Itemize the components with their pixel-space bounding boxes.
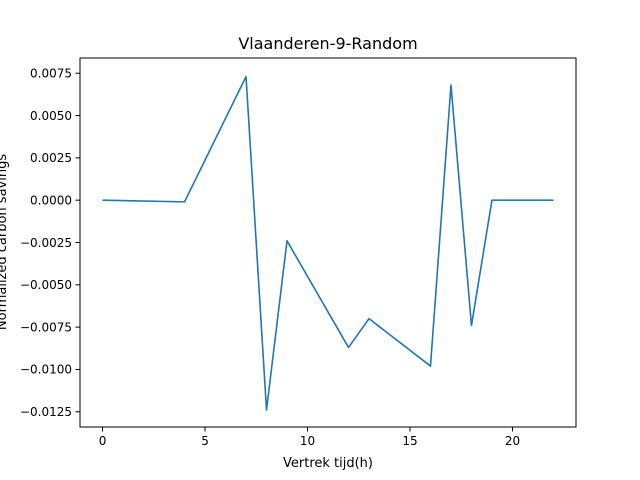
y-tick-label: 0.0075 [30,67,72,81]
y-axis-label: Normalized carbon savings [0,154,10,330]
y-tick-label: 0.0050 [30,109,72,123]
x-tick-label: 10 [300,434,315,448]
x-axis-label: Vertrek tijd(h) [283,456,373,471]
y-tick-label: −0.0050 [20,278,72,292]
x-tick-label: 5 [201,434,209,448]
chart-title: Vlaanderen-9-Random [238,34,417,53]
plot-area: 0 5 10 15 20 0.0075 0.0050 0.0025 0.0000 −0.0025 −… [20,57,577,448]
x-tick-label: 20 [505,434,520,448]
axes-frame [79,57,577,428]
y-tick-label: −0.0075 [20,320,72,334]
x-tick-label: 15 [402,434,417,448]
series-line [102,75,554,411]
y-tick-label: 0.0025 [30,151,72,165]
y-tick-label: −0.0125 [20,405,72,419]
y-tick-label: 0.0000 [30,193,72,207]
y-tick-label: −0.0100 [20,363,72,377]
x-tick-label: 0 [99,434,107,448]
y-tick-label: −0.0025 [20,236,72,250]
